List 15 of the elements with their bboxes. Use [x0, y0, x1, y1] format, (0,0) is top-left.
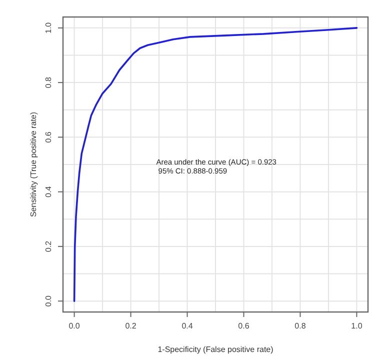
- x-tick-label: 0.4: [182, 322, 194, 331]
- line-series: [73, 27, 358, 302]
- x-tick-label: 0.0: [68, 322, 80, 331]
- y-axis-title: Sensitivity (True positive rate): [29, 112, 38, 218]
- x-tick-label: 0.2: [125, 322, 137, 331]
- y-tick-label: 0.8: [44, 76, 53, 88]
- y-tick-label: 0.0: [44, 294, 53, 307]
- y-tick-label: 0.6: [44, 131, 53, 143]
- x-tick-label: 0.6: [238, 322, 250, 331]
- y-tick-label: 0.2: [44, 240, 53, 252]
- y-tick-label: 0.4: [44, 186, 53, 198]
- x-axis-title: 1-Specificity (False positive rate): [158, 345, 274, 354]
- y-tick-label: 1.0: [44, 22, 53, 34]
- x-tick-label: 1.0: [351, 322, 363, 331]
- x-tick-label: 0.8: [294, 322, 306, 331]
